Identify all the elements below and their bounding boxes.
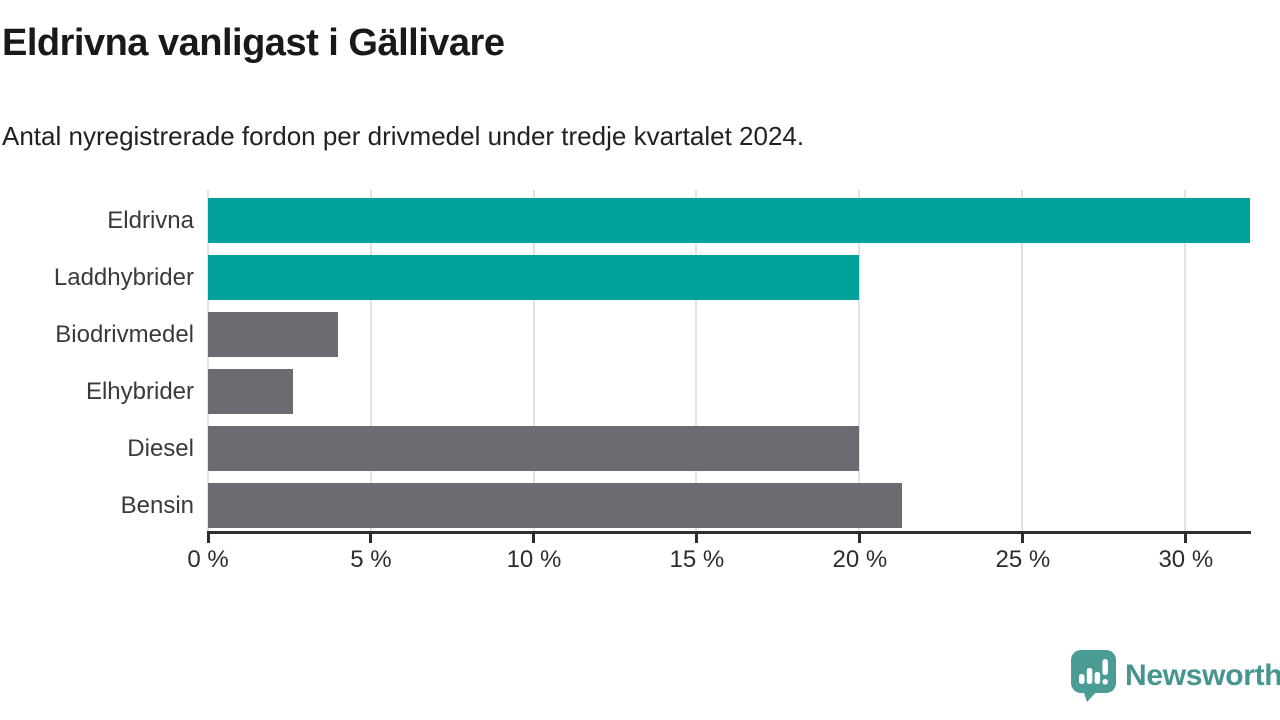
- category-label: Elhybrider: [85, 378, 194, 405]
- axis-tick: [369, 531, 373, 543]
- axis-tick-label: 5 %: [350, 546, 392, 573]
- axis-tick-label: 20 %: [832, 546, 888, 573]
- bar-diesel: [208, 426, 860, 471]
- category-label: Diesel: [127, 435, 194, 462]
- axis-tick-label: 10 %: [506, 546, 562, 573]
- chart-title: Eldrivna vanligast i Gällivare: [2, 22, 505, 64]
- axis-tick: [532, 531, 536, 543]
- speech-bubble-bar-chart-icon: [1071, 650, 1116, 702]
- chart-subtitle: Antal nyregistrerade fordon per drivmede…: [2, 121, 805, 151]
- bar-elhybrider: [208, 369, 293, 414]
- axis-tick: [695, 531, 699, 543]
- brand-name: Newsworthy: [1125, 659, 1280, 692]
- category-label: Biodrivmedel: [55, 321, 194, 348]
- gridline: [695, 190, 698, 531]
- category-label: Laddhybrider: [53, 264, 194, 291]
- gridline: [1183, 190, 1186, 531]
- axis-tick-label: 25 %: [995, 546, 1051, 573]
- axis-tick: [1021, 531, 1025, 543]
- gridline: [369, 190, 372, 531]
- bar-laddhybrider: [208, 255, 860, 300]
- gridline: [207, 190, 209, 531]
- axis-tick: [858, 531, 862, 543]
- bar-eldrivna: [208, 198, 1250, 243]
- plot-area: [207, 190, 1250, 531]
- category-label: Bensin: [120, 492, 194, 519]
- gridline: [532, 190, 535, 531]
- x-axis: 0 % 5 % 10 % 15 % 20 % 25 % 30 %: [187, 531, 1251, 591]
- axis-tick: [206, 531, 210, 543]
- category-label: Eldrivna: [107, 207, 194, 234]
- gridline: [1021, 190, 1024, 531]
- axis-tick: [1184, 531, 1188, 543]
- axis-tick-label: 15 %: [669, 546, 725, 573]
- x-axis-line: [208, 531, 1251, 534]
- axis-tick-label: 0 %: [187, 546, 229, 573]
- category-labels: Eldrivna Laddhybrider Biodrivmedel Elhybrid…: [0, 190, 194, 531]
- bar-biodrivmedel: [208, 312, 339, 357]
- brand-logo[interactable]: Newsworthy: [1071, 649, 1280, 703]
- bar-bensin: [208, 483, 902, 528]
- axis-tick-label: 30 %: [1158, 546, 1214, 573]
- gridline: [858, 190, 861, 531]
